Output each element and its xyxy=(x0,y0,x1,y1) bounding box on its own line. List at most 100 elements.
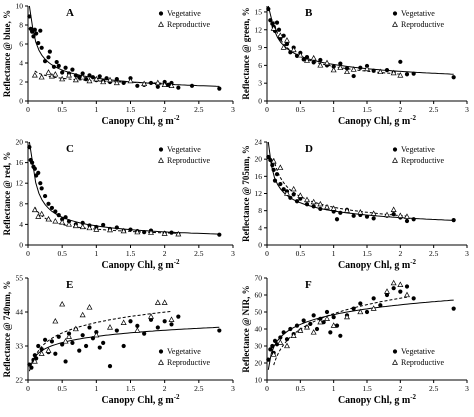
data-point-vegetative xyxy=(451,75,456,80)
x-axis-label: Canopy Chl, g m-2 xyxy=(338,114,417,127)
x-tick-label: 2 xyxy=(163,249,167,258)
data-point-reproductive xyxy=(35,213,42,219)
data-point-reproductive xyxy=(141,80,148,87)
data-point-vegetative xyxy=(217,86,222,91)
data-point-vegetative xyxy=(301,57,306,62)
data-point-reproductive xyxy=(270,351,277,357)
legend-label-reproductive: Reproductive xyxy=(167,156,211,165)
x-tick-label: 1 xyxy=(94,105,98,114)
legend-marker-vegetative xyxy=(392,349,398,354)
y-tick-label: 8 xyxy=(19,199,23,208)
data-point-vegetative xyxy=(351,73,356,79)
data-point-reproductive xyxy=(154,79,161,86)
data-point-vegetative xyxy=(80,333,85,338)
data-point-reproductive xyxy=(127,77,134,84)
x-tick-label: 2.5 xyxy=(194,105,204,114)
x-axis-label: Canopy Chl, g m-2 xyxy=(101,114,180,127)
data-point-vegetative xyxy=(276,27,282,32)
data-point-vegetative xyxy=(36,40,41,46)
x-tick-label: 2.5 xyxy=(429,249,439,258)
legend-marker-reproductive xyxy=(158,157,164,163)
data-point-reproductive xyxy=(310,54,317,61)
data-point-vegetative xyxy=(324,309,330,315)
data-point-reproductive xyxy=(134,327,141,333)
y-axis-label: Reflectance @ green, % xyxy=(241,7,251,99)
data-point-vegetative xyxy=(56,63,61,68)
data-point-vegetative xyxy=(371,68,376,73)
data-point-reproductive xyxy=(38,210,45,217)
data-point-vegetative xyxy=(284,41,290,47)
data-point-vegetative xyxy=(398,59,403,64)
x-tick-label: 3 xyxy=(231,384,235,393)
y-tick-label: 16 xyxy=(16,158,24,167)
data-point-reproductive xyxy=(297,192,304,198)
data-point-reproductive xyxy=(364,65,370,72)
trend-line-reproductive xyxy=(273,158,408,217)
data-point-vegetative xyxy=(294,323,300,328)
data-point-vegetative xyxy=(49,339,55,344)
data-point-reproductive xyxy=(168,82,175,88)
data-point-reproductive xyxy=(66,333,72,339)
data-point-vegetative xyxy=(268,157,273,163)
data-point-vegetative xyxy=(107,363,113,369)
data-point-vegetative xyxy=(318,57,323,63)
data-point-vegetative xyxy=(87,325,92,330)
y-axis-label: Reflectance @ red, % xyxy=(2,152,12,236)
data-point-reproductive xyxy=(317,200,324,207)
data-point-reproductive xyxy=(79,311,86,318)
data-point-vegetative xyxy=(87,73,92,78)
x-tick-label: 2.5 xyxy=(194,249,204,258)
data-point-reproductive xyxy=(86,77,93,84)
data-point-vegetative xyxy=(404,284,410,289)
data-point-vegetative xyxy=(39,45,44,50)
data-point-vegetative xyxy=(268,347,273,352)
data-point-vegetative xyxy=(294,199,300,204)
y-tick-label: 10 xyxy=(16,2,24,11)
data-point-vegetative xyxy=(49,205,55,211)
data-point-vegetative xyxy=(42,193,48,199)
data-point-vegetative xyxy=(54,59,59,65)
panel-letter: D xyxy=(305,143,313,155)
data-point-reproductive xyxy=(93,226,100,232)
x-tick-label: 2 xyxy=(163,105,167,114)
data-point-reproductive xyxy=(72,76,79,83)
data-point-reproductive xyxy=(66,72,72,78)
legend-label-reproductive: Reproductive xyxy=(401,20,445,29)
data-point-vegetative xyxy=(371,296,376,301)
data-point-vegetative xyxy=(70,67,75,72)
data-point-reproductive xyxy=(317,318,324,325)
data-point-reproductive xyxy=(161,81,168,87)
data-point-vegetative xyxy=(34,31,39,36)
data-point-reproductive xyxy=(317,62,324,68)
data-point-reproductive xyxy=(168,316,175,322)
data-point-reproductive xyxy=(390,206,397,212)
data-point-vegetative xyxy=(404,72,410,77)
data-point-reproductive xyxy=(100,78,107,85)
data-point-vegetative xyxy=(272,338,278,343)
data-point-reproductive xyxy=(45,215,52,222)
data-point-reproductive xyxy=(59,300,66,307)
data-point-reproductive xyxy=(38,73,45,80)
data-point-reproductive xyxy=(52,317,59,324)
chart-panel-d: 0 0.5 1 1.5 2 2.5 3 0 4 8 12 16 20 24 D Reflectance @ 7… xyxy=(241,138,469,272)
data-point-vegetative xyxy=(301,318,306,323)
data-point-vegetative xyxy=(272,178,278,183)
data-point-vegetative xyxy=(77,348,82,353)
data-point-vegetative xyxy=(189,83,195,88)
data-point-reproductive xyxy=(297,51,304,58)
data-point-reproductive xyxy=(79,73,86,80)
y-tick-label: 4 xyxy=(19,220,23,229)
data-point-vegetative xyxy=(63,215,68,220)
legend-label-vegetative: Vegetative xyxy=(401,347,435,356)
data-point-vegetative xyxy=(274,342,280,347)
data-point-reproductive xyxy=(397,72,404,78)
x-tick-label: 0.5 xyxy=(296,105,306,114)
data-point-vegetative xyxy=(142,331,147,336)
x-tick-label: 2 xyxy=(398,105,402,114)
data-point-reproductive xyxy=(31,358,38,364)
y-axis-label: Reflectance @ NIR, % xyxy=(241,285,251,372)
y-tick-label: 20 xyxy=(255,155,263,164)
data-point-reproductive xyxy=(107,324,113,330)
data-point-vegetative xyxy=(331,64,336,69)
data-point-vegetative xyxy=(270,163,275,168)
